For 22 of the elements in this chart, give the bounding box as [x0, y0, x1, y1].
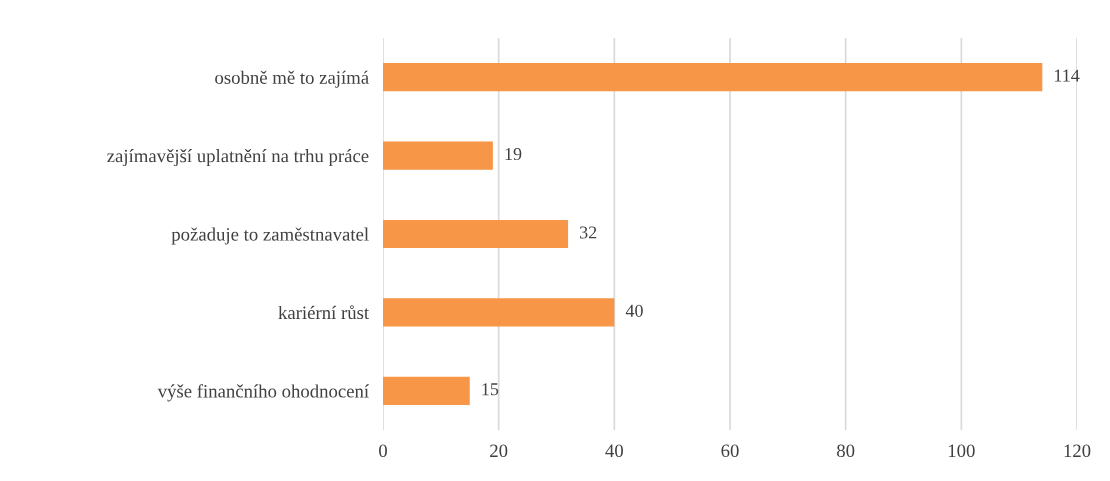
bar [383, 63, 1043, 92]
y-tick-label: osobně mě to zajímá [215, 70, 369, 88]
bar [383, 298, 615, 327]
x-tick-label: 40 [605, 444, 623, 458]
bar [383, 219, 569, 249]
data-label: 114 [1055, 69, 1080, 82]
bar [383, 376, 470, 405]
data-label: 40 [625, 304, 643, 317]
x-tick-label: 0 [379, 444, 387, 458]
data-label: 32 [580, 226, 597, 239]
y-tick-label: požaduje to zaměstnavatel [171, 227, 369, 245]
x-tick-label: 20 [490, 444, 508, 458]
y-tick-label: zajímavější uplatnění na trhu práce [107, 149, 369, 167]
data-label: 15 [482, 383, 499, 396]
x-tick-label: 100 [948, 444, 975, 458]
y-tick-label: výše finančního ohodnocení [157, 384, 369, 402]
x-tick-label: 80 [837, 444, 855, 458]
y-tick-label: kariérní růst [278, 305, 369, 320]
x-tick-label: 60 [721, 444, 739, 458]
x-tick-label: 120 [1064, 444, 1091, 458]
data-label: 19 [505, 147, 522, 161]
bar [383, 141, 493, 170]
